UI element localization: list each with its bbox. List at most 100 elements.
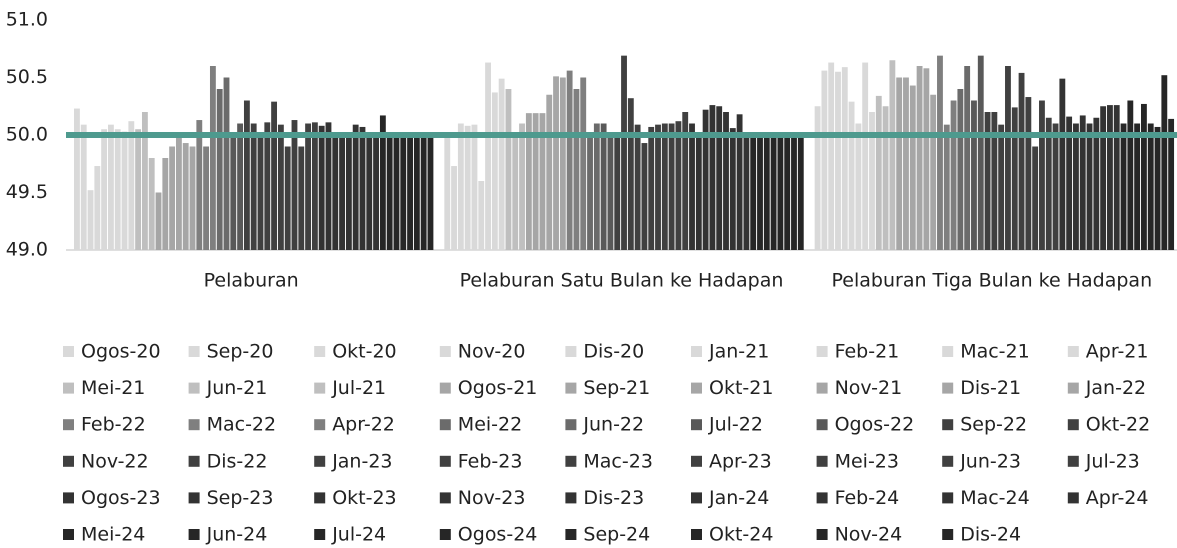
bar <box>763 135 770 250</box>
legend-swatch <box>691 455 702 467</box>
bar <box>1107 105 1113 250</box>
y-tick-label: 49.5 <box>6 181 48 203</box>
legend-swatch <box>188 382 200 394</box>
bar <box>94 166 101 250</box>
bar <box>155 192 162 250</box>
y-tick-label: 49.0 <box>6 239 48 261</box>
bar <box>169 146 176 250</box>
bar <box>250 123 257 250</box>
legend-label: Nov-23 <box>458 487 526 509</box>
bar <box>736 114 743 250</box>
legend-swatch <box>1067 419 1079 431</box>
bar <box>257 135 264 250</box>
bar <box>964 66 971 250</box>
bar <box>1100 106 1107 250</box>
legend-swatch <box>691 419 702 431</box>
bar <box>1086 123 1093 250</box>
bar <box>209 66 216 250</box>
legend-swatch <box>1067 492 1079 504</box>
x-tick-label: Pelaburan Satu Bulan ke Hadapan <box>460 270 784 292</box>
bar <box>930 94 937 250</box>
bar <box>957 89 964 250</box>
bar <box>1045 117 1052 250</box>
legend-label: Okt-22 <box>1086 414 1150 436</box>
bar <box>689 123 695 250</box>
bar <box>373 135 379 250</box>
bar <box>791 135 797 250</box>
legend-label: Apr-21 <box>1086 341 1149 363</box>
bar <box>230 135 237 250</box>
legend-label: Ogos-23 <box>81 487 161 509</box>
legend-label: Ogos-21 <box>458 377 538 399</box>
legend-label: Dis-23 <box>583 487 644 509</box>
legend-label: Dis-24 <box>960 524 1021 546</box>
y-tick-label: 51.0 <box>6 9 48 31</box>
legend-label: Jun-21 <box>206 377 268 399</box>
bar <box>519 123 525 250</box>
bar <box>661 123 668 250</box>
legend-swatch <box>942 346 954 357</box>
bar <box>162 158 169 250</box>
legend-label: Mei-21 <box>81 377 145 399</box>
legend-label: Jul-21 <box>331 377 386 399</box>
bar <box>641 143 648 250</box>
bar <box>916 66 923 250</box>
bar <box>505 89 512 250</box>
bar <box>291 120 298 250</box>
legend-label: Feb-22 <box>81 414 146 436</box>
bar <box>984 112 991 250</box>
legend-swatch <box>942 455 954 467</box>
legend-label: Jan-24 <box>708 487 769 509</box>
legend-swatch <box>1067 455 1079 467</box>
bar <box>223 77 230 250</box>
bar <box>743 135 750 250</box>
legend-swatch <box>816 419 828 431</box>
bar <box>464 125 471 250</box>
legend-swatch <box>188 419 200 431</box>
bar <box>648 126 655 250</box>
bar <box>998 124 1005 250</box>
legend-label: Feb-24 <box>835 487 900 509</box>
bar <box>148 158 155 250</box>
bar <box>784 135 791 250</box>
bar <box>1066 116 1073 250</box>
bar <box>1018 72 1025 251</box>
bar <box>862 62 869 250</box>
bar <box>1120 123 1127 250</box>
bar <box>634 124 641 250</box>
legend-label: Ogos-22 <box>835 414 915 436</box>
bar <box>114 129 121 250</box>
bar <box>318 125 325 250</box>
y-tick-label: 50.0 <box>6 124 48 146</box>
bar <box>491 92 498 250</box>
bar <box>532 113 539 251</box>
bar <box>237 123 244 250</box>
legend-swatch <box>565 492 577 504</box>
bar <box>848 101 855 251</box>
bar <box>723 112 729 250</box>
legend-swatch <box>439 492 451 504</box>
legend-swatch <box>314 382 326 394</box>
legend-label: Nov-24 <box>835 524 903 546</box>
bar <box>400 135 407 250</box>
legend-label: Feb-21 <box>835 341 900 363</box>
bar <box>1161 75 1168 250</box>
bar <box>444 135 451 250</box>
bar <box>655 124 661 250</box>
bar <box>903 77 909 250</box>
legend-swatch <box>565 529 577 540</box>
legend-label: Okt-23 <box>332 487 396 509</box>
bar <box>614 135 621 250</box>
bar <box>566 70 573 250</box>
bar <box>478 181 485 250</box>
legend-swatch <box>942 419 954 431</box>
bar <box>427 135 434 250</box>
bar <box>298 146 305 250</box>
bar <box>770 135 777 250</box>
bar <box>600 123 607 250</box>
bar <box>1025 97 1032 250</box>
bar <box>107 124 114 250</box>
bar <box>135 129 142 250</box>
legend-swatch <box>691 529 702 540</box>
bar <box>413 135 420 250</box>
